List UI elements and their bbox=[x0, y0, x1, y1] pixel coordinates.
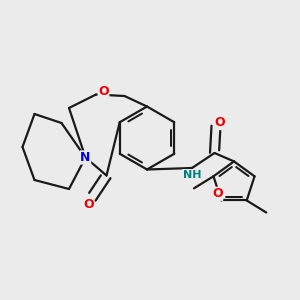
Text: O: O bbox=[212, 187, 223, 200]
Text: O: O bbox=[98, 85, 109, 98]
Text: NH: NH bbox=[183, 169, 201, 180]
Text: N: N bbox=[80, 151, 91, 164]
Text: O: O bbox=[214, 116, 225, 130]
Text: O: O bbox=[83, 197, 94, 211]
